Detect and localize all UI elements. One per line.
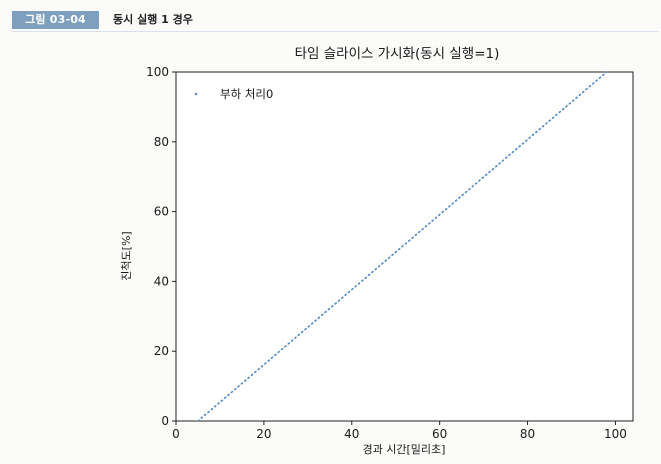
x-tick-label: 40	[344, 427, 359, 441]
x-axis-label: 경과 시간[밀리초]	[363, 443, 446, 456]
axes: 0 20 40 60 80 100 0 20 40 60 80 100	[146, 65, 634, 441]
legend: 부하 처리0	[194, 87, 273, 101]
x-tick-label: 80	[520, 427, 535, 441]
x-tick-label: 60	[432, 427, 447, 441]
figure-number-badge: 그림 03-04	[12, 11, 99, 29]
series-layer	[197, 71, 608, 422]
x-tick-label: 20	[256, 427, 271, 441]
y-tick-label: 60	[154, 205, 169, 219]
y-tick-label: 0	[161, 414, 169, 428]
y-axis-label: 진척도[%]	[120, 231, 133, 280]
y-tick-label: 40	[154, 274, 169, 288]
y-tick-label: 100	[146, 65, 169, 79]
x-tick-label: 0	[172, 427, 180, 441]
plot-frame	[175, 71, 634, 422]
x-tick-label: 100	[604, 427, 627, 441]
legend-label: 부하 처리0	[220, 87, 273, 101]
legend-marker	[194, 92, 198, 96]
y-tick-label: 20	[154, 344, 169, 358]
series-line	[197, 71, 608, 422]
y-tick-label: 80	[154, 135, 169, 149]
header-divider	[12, 31, 658, 32]
figure-caption: 동시 실행 1 경우	[113, 13, 193, 26]
figure-header: 그림 03-04 동시 실행 1 경우	[0, 0, 661, 34]
chart-title: 타임 슬라이스 가시화(동시 실행=1)	[295, 46, 500, 62]
